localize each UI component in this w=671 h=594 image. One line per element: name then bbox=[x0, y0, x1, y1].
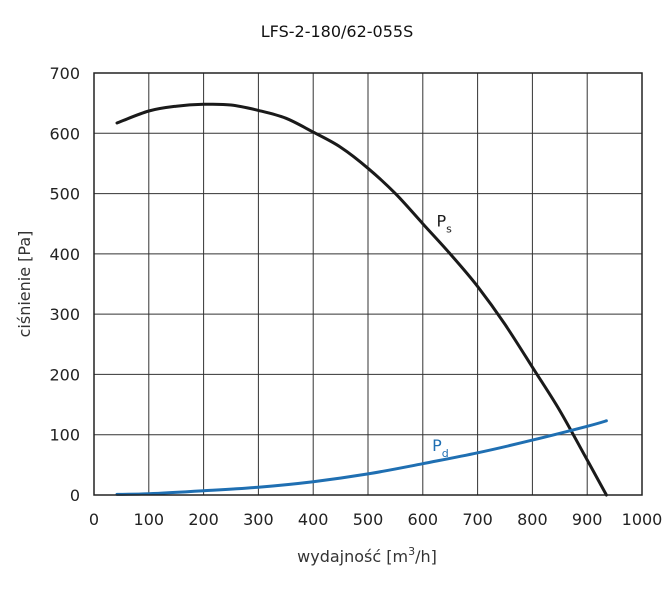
y-tick-label: 500 bbox=[49, 185, 80, 204]
x-axis-label: wydajność [m3/h] bbox=[297, 545, 437, 566]
series-line-pd bbox=[115, 419, 608, 496]
y-tick-label: 0 bbox=[70, 486, 80, 505]
y-tick-label: 300 bbox=[49, 305, 80, 324]
grid bbox=[93, 72, 643, 496]
x-tick-label: 400 bbox=[298, 510, 329, 529]
series-label-pd: Pd bbox=[432, 436, 449, 460]
series-line-ps bbox=[115, 102, 608, 497]
x-tick-labels: 0 100 200 300 400 500 600 700 800 900 1000 bbox=[89, 510, 662, 529]
y-tick-label: 600 bbox=[49, 124, 80, 143]
x-axis-label-main: wydajność [m bbox=[297, 547, 408, 566]
x-tick-label: 700 bbox=[462, 510, 493, 529]
x-axis-label-sup: 3 bbox=[408, 545, 415, 558]
x-tick-label: 1000 bbox=[622, 510, 663, 529]
series-label-pd-main: P bbox=[432, 436, 442, 455]
x-tick-label: 500 bbox=[353, 510, 384, 529]
x-tick-label: 0 bbox=[89, 510, 99, 529]
x-tick-label: 600 bbox=[408, 510, 439, 529]
x-tick-label: 900 bbox=[572, 510, 603, 529]
x-tick-label: 800 bbox=[517, 510, 548, 529]
series-label-ps-main: P bbox=[437, 212, 447, 231]
series-label-pd-sub: d bbox=[442, 447, 449, 460]
series-label-ps-sub: s bbox=[446, 223, 452, 236]
x-axis-label-tail: /h] bbox=[415, 547, 437, 566]
y-tick-label: 200 bbox=[49, 365, 80, 384]
y-tick-label: 400 bbox=[49, 245, 80, 264]
chart-title: LFS-2-180/62-055S bbox=[261, 22, 413, 41]
series-lines bbox=[115, 102, 608, 497]
x-tick-label: 300 bbox=[243, 510, 274, 529]
y-tick-labels: 0 100 200 300 400 500 600 700 bbox=[49, 64, 80, 505]
series-label-ps: Ps bbox=[437, 212, 453, 236]
x-tick-label: 200 bbox=[188, 510, 219, 529]
y-tick-label: 100 bbox=[49, 426, 80, 445]
x-tick-label: 100 bbox=[134, 510, 165, 529]
y-tick-label: 700 bbox=[49, 64, 80, 83]
plot-frame bbox=[93, 72, 643, 496]
y-axis-label: ciśnienie [Pa] bbox=[15, 231, 34, 338]
